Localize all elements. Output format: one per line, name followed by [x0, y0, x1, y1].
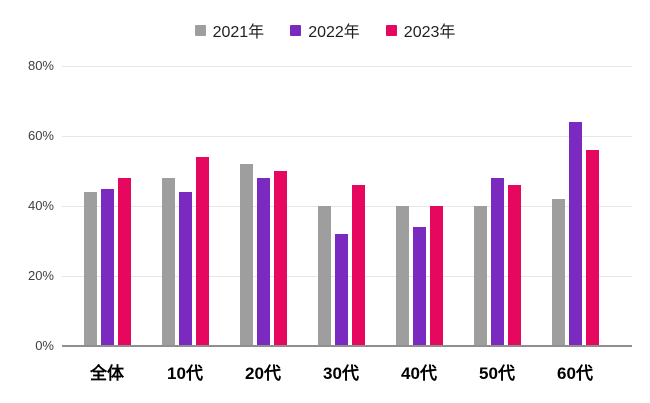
chart-legend: 2021年 2022年 2023年	[0, 18, 650, 42]
x-axis-label: 10代	[167, 364, 203, 383]
bar	[351, 185, 365, 346]
bar	[83, 192, 97, 346]
bar	[429, 206, 443, 346]
bar	[568, 122, 582, 346]
bar	[239, 164, 253, 346]
y-axis-tick-label: 40%	[27, 198, 54, 213]
bar	[490, 178, 504, 346]
legend-item-1: 2022年	[290, 18, 360, 42]
bar	[473, 206, 487, 346]
bar	[178, 192, 192, 346]
bar	[256, 178, 270, 346]
x-axis-label: 全体	[90, 364, 124, 383]
y-axis-tick-label: 20%	[27, 268, 54, 283]
legend-label: 2022年	[308, 24, 360, 41]
x-axis-line	[62, 345, 632, 347]
bar	[317, 206, 331, 346]
y-axis-tick-label: 60%	[27, 128, 54, 143]
x-axis-label: 40代	[401, 364, 437, 383]
bar	[585, 150, 599, 346]
gridline	[62, 206, 632, 207]
bar	[551, 199, 565, 346]
y-axis-tick-label: 0%	[35, 338, 54, 353]
legend-swatch-icon	[290, 24, 302, 36]
bar	[117, 178, 131, 346]
gridline	[62, 66, 632, 67]
x-axis-label: 60代	[557, 364, 593, 383]
bar	[412, 227, 426, 346]
y-axis-tick-label: 80%	[27, 58, 54, 73]
x-axis-label: 50代	[479, 364, 515, 383]
legend-item-0: 2021年	[194, 18, 265, 42]
legend-swatch-icon	[194, 24, 206, 36]
legend-label: 2021年	[212, 24, 265, 41]
gridline	[62, 136, 632, 137]
legend-item-2: 2023年	[385, 18, 456, 42]
x-axis-label: 30代	[323, 364, 359, 383]
bar	[100, 188, 114, 346]
legend-swatch-icon	[385, 24, 397, 36]
x-axis-label: 20代	[245, 364, 281, 383]
legend-label: 2023年	[403, 24, 456, 41]
bar	[507, 185, 521, 346]
bar	[334, 234, 348, 346]
bar	[395, 206, 409, 346]
bar	[195, 157, 209, 346]
bar	[161, 178, 175, 346]
bar	[273, 171, 287, 346]
